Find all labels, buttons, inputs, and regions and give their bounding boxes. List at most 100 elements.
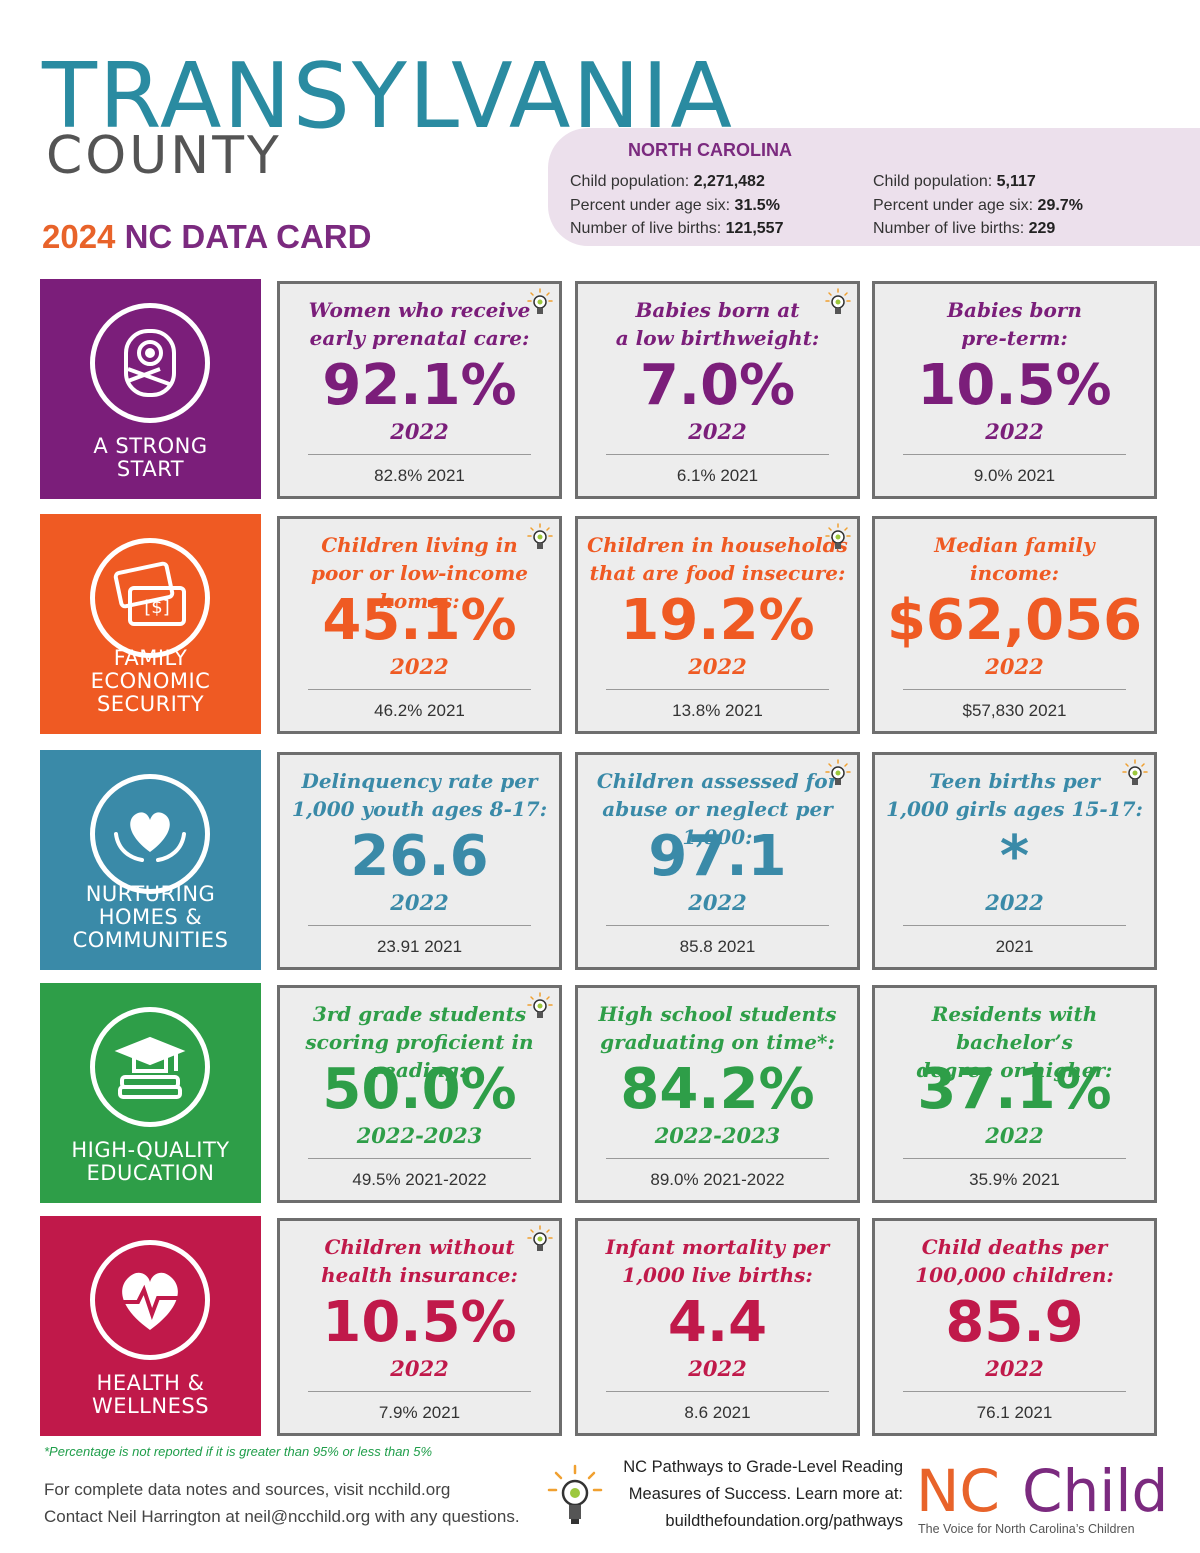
indicator-card: High school students graduating on time*… <box>575 985 860 1203</box>
category-panel: A STRONG START <box>40 279 261 499</box>
indicator-caption: Delinquency rate per 1,000 youth ages 8-… <box>291 769 548 821</box>
indicator-year: 2022 <box>985 1356 1044 1381</box>
indicator-year: 2022 <box>985 890 1044 915</box>
indicator-caption: Teen births per 1,000 girls ages 15-17: <box>886 769 1143 821</box>
previous-value: 76.1 2021 <box>976 1403 1053 1422</box>
divider <box>903 1158 1126 1159</box>
category-panel: [$] FAMILY ECONOMIC SECURITY <box>40 514 261 734</box>
indicator-caption: Babies born at a low birthweight: <box>615 298 820 350</box>
county-subtitle: COUNTY <box>46 126 282 186</box>
indicator-card: Residents with bachelor’s degree or high… <box>872 985 1157 1203</box>
indicator-year: 2022-2023 <box>654 1123 781 1148</box>
stat-value: 2,271,482 <box>693 173 765 190</box>
stat-label: Percent under age six: <box>570 196 731 214</box>
datacard-label: NC DATA CARD <box>124 218 372 255</box>
indicator-caption: Children living in poor or low-income ho… <box>310 533 528 613</box>
divider <box>308 925 531 926</box>
divider <box>903 925 1126 926</box>
lightbulb-icon <box>1120 759 1150 787</box>
divider <box>308 1158 531 1159</box>
indicator-caption: Child deaths per 100,000 children: <box>915 1235 1114 1287</box>
indicator-card: Delinquency rate per 1,000 youth ages 8-… <box>277 752 562 970</box>
indicator-caption: Women who receive early prenatal care: <box>308 298 531 350</box>
footnote: *Percentage is not reported if it is gre… <box>44 1444 433 1459</box>
indicator-caption: High school students graduating on time*… <box>598 1002 837 1054</box>
pathways-line: NC Pathways to Grade-Level Reading <box>623 1458 903 1476</box>
indicator-value: 4.4 <box>667 1290 768 1355</box>
lightbulb-icon <box>823 288 853 316</box>
indicator-year: 2022 <box>390 654 449 679</box>
indicator-value: 85.9 <box>945 1290 1084 1355</box>
category-panel: HIGH-QUALITY EDUCATION <box>40 983 261 1203</box>
previous-value: 13.8% 2021 <box>672 701 763 720</box>
divider <box>903 1391 1126 1392</box>
previous-value: 82.8% 2021 <box>374 466 465 485</box>
indicator-year: 2022 <box>390 890 449 915</box>
indicator-card: Infant mortality per 1,000 live births: 4… <box>575 1218 860 1436</box>
indicator-value: * <box>999 824 1030 889</box>
indicator-year: 2022 <box>985 419 1044 444</box>
divider <box>606 1158 829 1159</box>
indicator-value: 7.0% <box>639 353 796 418</box>
divider <box>606 689 829 690</box>
indicator-caption: Median family income: <box>934 533 1095 585</box>
lightbulb-icon <box>525 288 555 316</box>
footer-contact: For complete data notes and sources, vis… <box>44 1476 520 1530</box>
indicator-value: $62,056 <box>886 588 1143 653</box>
stat-label: Number of live births: <box>873 220 1025 237</box>
category-panel: NURTURING HOMES & COMMUNITIES <box>40 750 261 970</box>
stat-value: 29.7% <box>1037 196 1083 214</box>
indicator-caption: Children assessed for abuse or neglect p… <box>596 769 839 849</box>
previous-value: 49.5% 2021-2022 <box>352 1170 487 1189</box>
indicator-value: 26.6 <box>350 824 489 889</box>
pathways-link[interactable]: buildthefoundation.org/pathways <box>665 1512 903 1530</box>
state-label: NORTH CAROLINA <box>628 140 792 160</box>
previous-value: 46.2% 2021 <box>374 701 465 720</box>
indicator-card: Children in households that are food ins… <box>575 516 860 734</box>
indicator-year: 2022 <box>688 890 747 915</box>
indicator-value: 19.2% <box>620 588 815 653</box>
previous-value: $57,830 2021 <box>962 701 1067 720</box>
indicator-year: 2022 <box>688 1356 747 1381</box>
indicator-year: 2022 <box>390 1356 449 1381</box>
divider <box>903 689 1126 690</box>
indicator-caption: Residents with bachelor’s degree or high… <box>916 1002 1113 1082</box>
indicator-value: 10.5% <box>917 353 1112 418</box>
indicator-year: 2022 <box>688 419 747 444</box>
logo-tagline: The Voice for North Carolina’s Children <box>918 1522 1135 1536</box>
lightbulb-icon <box>823 759 853 787</box>
indicator-value: 37.1% <box>917 1057 1112 1122</box>
previous-value: 23.91 2021 <box>376 937 463 956</box>
previous-value: 2021 <box>995 937 1034 956</box>
stat-label: Child population: <box>873 173 993 190</box>
category-label: HIGH-QUALITY EDUCATION <box>71 1138 230 1185</box>
county-stats: Child population: 5,117 Percent under ag… <box>873 170 1083 241</box>
stat-value: 5,117 <box>996 173 1036 190</box>
stat-value: 229 <box>1028 220 1056 237</box>
indicator-year: 2022-2023 <box>356 1123 483 1148</box>
indicator-card: Children without health insurance: 10.5% 2… <box>277 1218 562 1436</box>
lightbulb-icon <box>525 523 555 551</box>
datacard-title: 2024 NC DATA CARD <box>42 220 371 253</box>
indicator-caption: 3rd grade students scoring proficient in… <box>305 1002 534 1082</box>
indicator-card: 3rd grade students scoring proficient in… <box>277 985 562 1203</box>
indicator-value: 84.2% <box>620 1057 815 1122</box>
indicator-card: Women who receive early prenatal care: 92… <box>277 281 562 499</box>
lightbulb-icon <box>547 1464 603 1524</box>
divider <box>308 454 531 455</box>
previous-value: 89.0% 2021-2022 <box>650 1170 785 1189</box>
divider <box>606 925 829 926</box>
data-notes-text: For complete data notes and sources, vis… <box>44 1480 451 1499</box>
indicator-value: 92.1% <box>322 353 517 418</box>
pathways-text: NC Pathways to Grade-Level Reading Measu… <box>598 1454 903 1535</box>
indicator-card: Child deaths per 100,000 children: 85.9 20… <box>872 1218 1157 1436</box>
previous-value: 85.8 2021 <box>679 937 756 956</box>
stat-value: 121,557 <box>725 220 784 237</box>
indicator-card: Teen births per 1,000 girls ages 15-17: *… <box>872 752 1157 970</box>
lightbulb-icon <box>823 523 853 551</box>
stat-value: 31.5% <box>734 196 780 214</box>
lightbulb-icon <box>525 992 555 1020</box>
previous-value: 35.9% 2021 <box>969 1170 1060 1189</box>
divider <box>606 454 829 455</box>
indicator-year: 2022 <box>985 654 1044 679</box>
